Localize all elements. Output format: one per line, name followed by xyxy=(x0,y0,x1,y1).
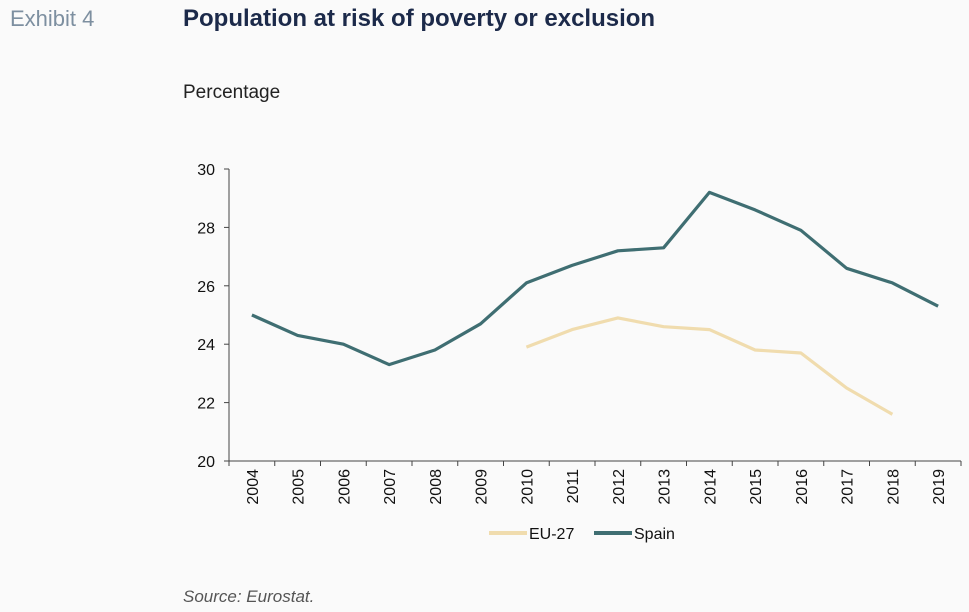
chart-subtitle: Percentage xyxy=(183,82,281,103)
x-tick-label: 2016 xyxy=(794,469,811,505)
x-tick-label: 2007 xyxy=(382,469,399,505)
x-tick-label: 2013 xyxy=(657,469,674,505)
y-tick-label: 28 xyxy=(197,220,215,237)
series-layer xyxy=(251,190,939,416)
x-tick-label: 2018 xyxy=(885,469,902,505)
x-tick-label: 2004 xyxy=(245,469,262,505)
x-tick-label: 2009 xyxy=(474,469,491,505)
x-tick-label: 2008 xyxy=(428,469,445,505)
y-tick-label: 26 xyxy=(197,279,215,296)
x-tick-label: 2012 xyxy=(611,469,628,505)
series-line-spain xyxy=(251,190,939,367)
x-tick-label: 2019 xyxy=(931,469,948,505)
axes: 20 22 24 26 28 30 2004 2005 2006 2007 2008 2009 2010… xyxy=(197,162,962,505)
x-tick-label: 2006 xyxy=(336,469,353,505)
exhibit-label: Exhibit 4 xyxy=(10,6,95,31)
source-note: Source: Eurostat. xyxy=(183,587,315,606)
legend-label-spain: Spain xyxy=(634,526,675,543)
chart-title: Population at risk of poverty or exclusi… xyxy=(183,5,656,32)
x-tick-label: 2010 xyxy=(519,469,536,505)
y-tick-label: 22 xyxy=(197,396,215,413)
x-tick-label: 2017 xyxy=(840,469,857,505)
y-tick-label: 24 xyxy=(197,337,215,354)
y-tick-label: 30 xyxy=(197,162,215,179)
x-tick-label: 2011 xyxy=(565,469,582,504)
x-tick-label: 2005 xyxy=(291,469,308,505)
legend: EU-27 Spain xyxy=(489,526,675,543)
y-tick-label: 20 xyxy=(197,454,215,471)
x-tick-label: 2014 xyxy=(702,469,719,505)
legend-label-eu-27: EU-27 xyxy=(529,526,574,543)
x-tick-label: 2015 xyxy=(748,469,765,505)
series-line-eu-27 xyxy=(525,316,894,416)
